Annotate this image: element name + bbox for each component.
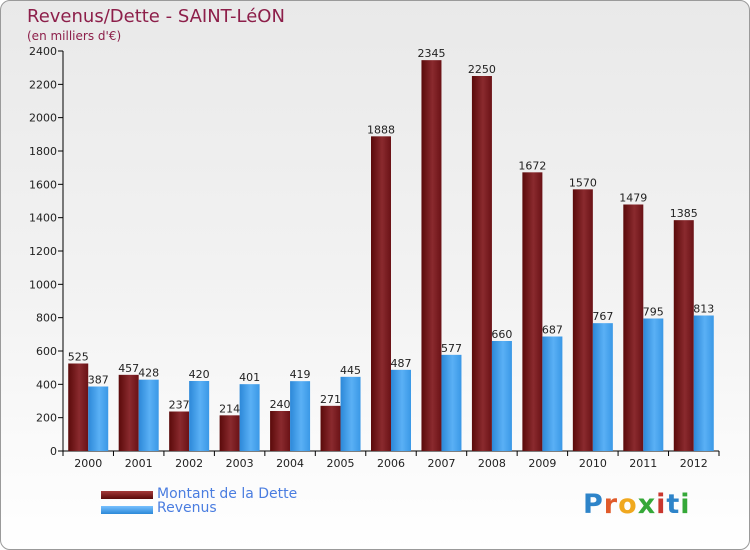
data-label-revenue: 660 bbox=[491, 328, 512, 341]
data-label-revenue: 420 bbox=[189, 368, 210, 381]
bar-revenue bbox=[239, 384, 260, 451]
bar-revenue bbox=[290, 381, 311, 451]
bar-debt bbox=[572, 189, 593, 452]
y-axis: 0 200 400 600 800 1000 1200 1400 1600 1800 2000 220… bbox=[29, 45, 64, 458]
y-tick-label: 600 bbox=[36, 345, 57, 358]
data-label-revenue: 577 bbox=[441, 342, 462, 355]
legend-label-debt: Montant de la Dette bbox=[157, 486, 298, 502]
legend-swatch-revenue bbox=[101, 506, 153, 514]
bar-debt bbox=[471, 76, 492, 451]
x-tick-label: 2002 bbox=[175, 457, 203, 470]
data-label-revenue: 487 bbox=[391, 357, 412, 370]
bar-revenue bbox=[88, 386, 109, 451]
bar-debt bbox=[623, 204, 644, 451]
y-tick-label: 2200 bbox=[29, 78, 57, 91]
bar-revenue bbox=[491, 341, 512, 451]
data-label-debt: 214 bbox=[219, 402, 240, 415]
chart-subtitle: (en milliers d'€) bbox=[27, 29, 122, 43]
x-tick-label: 2000 bbox=[74, 457, 102, 470]
data-label-debt: 1888 bbox=[367, 123, 395, 136]
bar-revenue bbox=[138, 379, 159, 451]
y-tick-label: 1200 bbox=[29, 245, 57, 258]
bar-debt bbox=[673, 220, 694, 451]
y-tick-label: 200 bbox=[36, 412, 57, 425]
bar-revenue bbox=[441, 354, 462, 451]
y-tick-label: 2400 bbox=[29, 45, 57, 58]
bar-revenue bbox=[189, 381, 210, 451]
legend-swatch-debt bbox=[101, 491, 153, 499]
chart-title: Revenus/Dette - SAINT-LéON bbox=[27, 6, 285, 27]
bar-revenue bbox=[340, 376, 361, 451]
bar-debt bbox=[270, 411, 291, 451]
bar-revenue bbox=[693, 315, 714, 451]
data-label-revenue: 795 bbox=[643, 306, 664, 319]
proxiti-logo: Proxiti bbox=[583, 489, 691, 520]
data-label-revenue: 687 bbox=[542, 324, 563, 337]
bar-debt bbox=[68, 363, 89, 451]
x-tick-label: 2003 bbox=[226, 457, 254, 470]
bar-debt bbox=[219, 415, 240, 451]
x-tick-label: 2005 bbox=[327, 457, 355, 470]
data-labels: 525 457 237 214 240 271 1888 2345 2250 1672 1570 14… bbox=[68, 47, 715, 415]
bar-debt bbox=[371, 136, 391, 452]
y-tick-label: 400 bbox=[36, 378, 57, 391]
data-label-debt: 237 bbox=[169, 399, 190, 412]
y-tick-label: 2000 bbox=[29, 112, 57, 125]
data-label-revenue: 387 bbox=[88, 374, 109, 387]
data-label-debt: 271 bbox=[320, 393, 341, 406]
y-tick-label: 1400 bbox=[29, 212, 57, 225]
data-label-revenue: 419 bbox=[290, 368, 311, 381]
data-label-debt: 457 bbox=[118, 362, 139, 375]
data-label-debt: 1570 bbox=[569, 176, 597, 189]
bar-debt bbox=[421, 60, 442, 452]
bars bbox=[68, 60, 714, 452]
y-tick-label: 1600 bbox=[29, 178, 57, 191]
data-label-revenue: 428 bbox=[138, 367, 159, 380]
bar-revenue bbox=[592, 323, 613, 451]
x-tick-label: 2010 bbox=[579, 457, 607, 470]
x-tick-label: 2001 bbox=[125, 457, 153, 470]
legend-label-revenue: Revenus bbox=[157, 500, 217, 516]
x-tick-label: 2011 bbox=[629, 457, 657, 470]
data-label-debt: 525 bbox=[68, 351, 89, 364]
data-label-debt: 1672 bbox=[518, 159, 546, 172]
bar-revenue bbox=[391, 369, 411, 451]
x-tick-label: 2009 bbox=[528, 457, 556, 470]
bar-debt bbox=[169, 411, 190, 451]
data-label-debt: 1385 bbox=[670, 207, 698, 220]
data-label-revenue: 767 bbox=[592, 310, 613, 323]
x-tick-label: 2004 bbox=[276, 457, 304, 470]
bar-revenue bbox=[542, 336, 563, 451]
y-tick-label: 1800 bbox=[29, 145, 57, 158]
y-tick-label: 0 bbox=[50, 445, 57, 458]
data-label-revenue: 813 bbox=[693, 303, 714, 316]
data-label-debt: 240 bbox=[270, 398, 291, 411]
y-tick-label: 800 bbox=[36, 312, 57, 325]
x-tick-label: 2007 bbox=[427, 457, 455, 470]
bar-revenue bbox=[643, 318, 664, 451]
x-tick-label: 2008 bbox=[478, 457, 506, 470]
x-axis: 2000 2001 2002 2003 2004 2005 2006 2007 2008 2009… bbox=[62, 450, 720, 470]
data-label-revenue: 401 bbox=[239, 371, 260, 384]
bar-debt bbox=[320, 405, 341, 451]
bar-debt bbox=[522, 172, 543, 452]
x-tick-label: 2006 bbox=[377, 457, 405, 470]
data-label-revenue: 445 bbox=[340, 364, 361, 377]
y-tick-label: 1000 bbox=[29, 278, 57, 291]
data-label-debt: 2250 bbox=[468, 63, 496, 76]
data-label-debt: 1479 bbox=[619, 192, 647, 205]
x-tick-label: 2012 bbox=[680, 457, 708, 470]
bar-debt bbox=[118, 374, 139, 451]
data-label-debt: 2345 bbox=[417, 47, 445, 60]
